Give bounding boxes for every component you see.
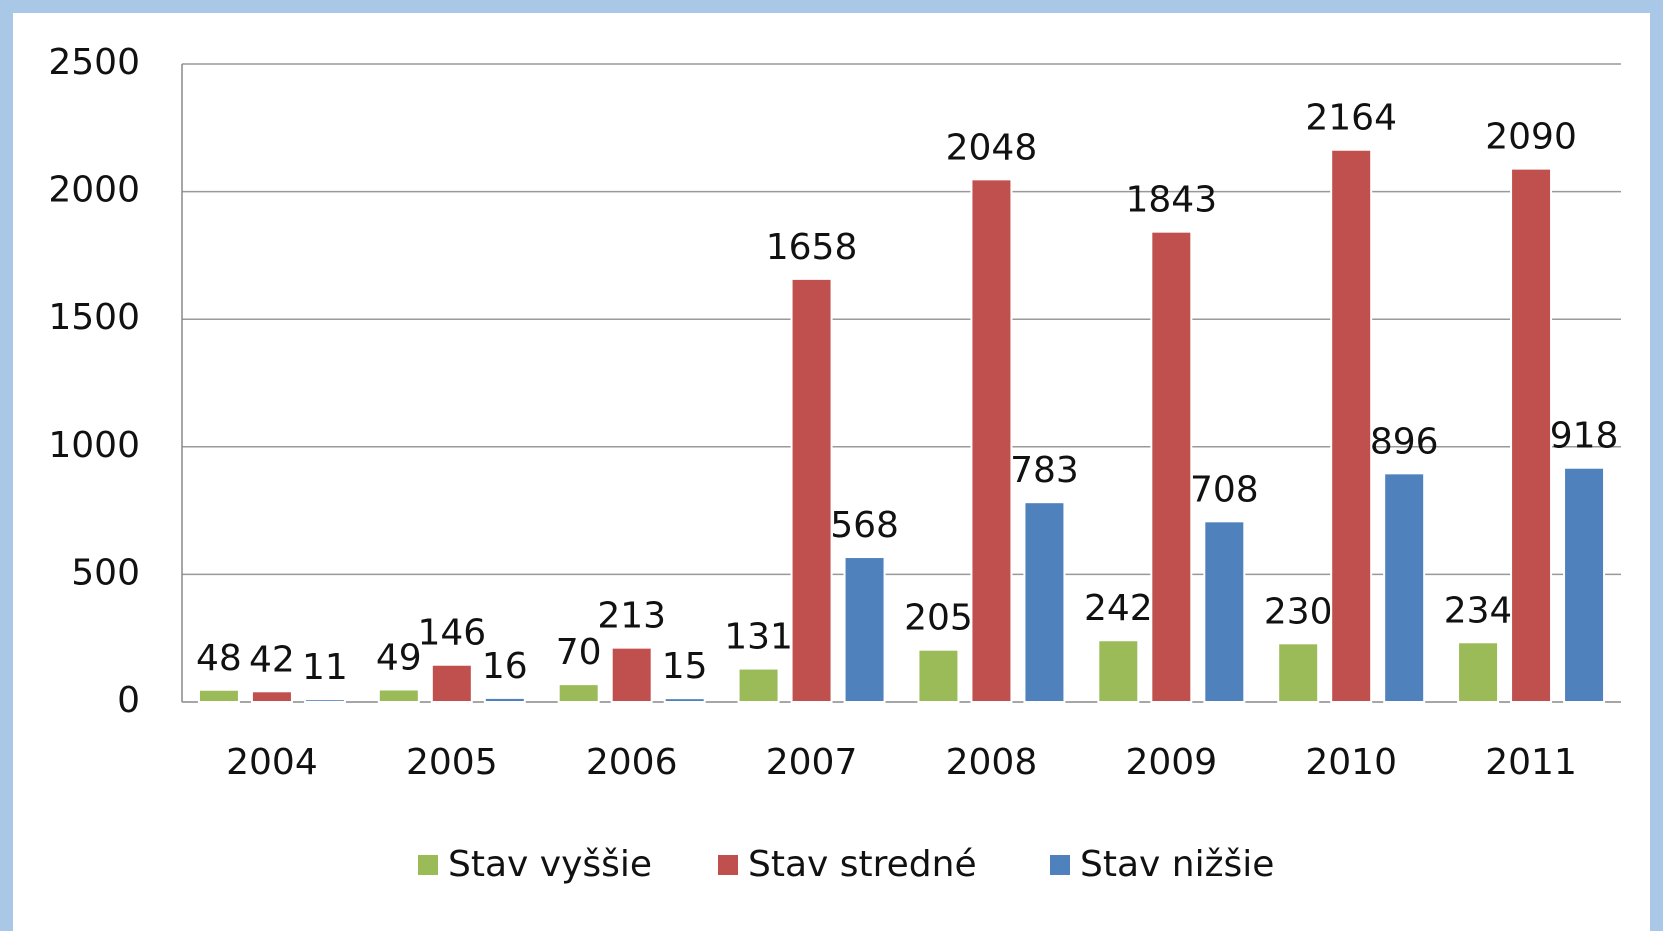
bar <box>1097 639 1140 703</box>
legend-label: Stav nižšie <box>1080 844 1274 885</box>
bar <box>1457 641 1500 704</box>
bar <box>250 690 293 704</box>
x-tick-label: 2006 <box>586 742 678 783</box>
bar <box>970 178 1013 703</box>
data-label: 242 <box>1084 588 1153 629</box>
x-tick-label: 2007 <box>766 742 858 783</box>
bar <box>663 697 706 703</box>
y-tick-label: 0 <box>117 680 140 721</box>
data-label: 48 <box>196 638 242 679</box>
x-tick-label: 2010 <box>1305 742 1397 783</box>
bar <box>483 696 526 704</box>
bar <box>430 663 473 703</box>
data-label: 783 <box>1010 450 1079 491</box>
bar <box>917 648 960 704</box>
data-label: 42 <box>249 639 295 680</box>
y-tick-label: 1000 <box>48 425 140 466</box>
data-label: 230 <box>1264 591 1333 632</box>
data-label: 568 <box>830 505 899 546</box>
data-label: 234 <box>1444 590 1513 631</box>
bar <box>737 667 780 703</box>
data-label: 918 <box>1550 416 1619 457</box>
data-label: 16 <box>482 646 528 687</box>
data-label: 131 <box>724 617 793 658</box>
bar <box>1330 148 1373 703</box>
legend-swatch <box>418 855 438 875</box>
bar <box>1023 501 1066 703</box>
bar <box>303 698 346 704</box>
bar <box>197 688 240 704</box>
data-label: 70 <box>556 632 602 673</box>
x-tick-label: 2005 <box>406 742 498 783</box>
legend-swatch <box>1050 855 1070 875</box>
x-tick-label: 2009 <box>1126 742 1218 783</box>
x-tick-label: 2004 <box>226 742 318 783</box>
bar <box>377 688 420 703</box>
data-label: 11 <box>302 647 348 688</box>
bar <box>1510 167 1553 703</box>
bar <box>557 683 600 703</box>
bar <box>1563 466 1606 704</box>
data-label: 205 <box>904 598 973 639</box>
data-label: 2090 <box>1485 117 1577 158</box>
x-tick-label: 2011 <box>1485 742 1577 783</box>
bar <box>610 646 653 703</box>
data-label: 146 <box>417 613 486 654</box>
data-label: 49 <box>376 637 422 678</box>
y-tick-label: 500 <box>71 552 140 593</box>
data-label: 15 <box>662 646 708 687</box>
bar <box>1203 520 1246 704</box>
legend-label: Stav stredné <box>748 844 977 885</box>
bar <box>1383 472 1426 703</box>
y-tick-label: 2500 <box>48 42 140 83</box>
data-label: 2048 <box>946 127 1038 168</box>
data-label: 213 <box>597 596 666 637</box>
bar <box>790 277 833 703</box>
y-tick-label: 2000 <box>48 170 140 211</box>
data-label: 1843 <box>1126 180 1218 221</box>
legend-swatch <box>718 855 738 875</box>
data-label: 896 <box>1370 421 1439 462</box>
data-label: 1658 <box>766 227 858 268</box>
x-tick-label: 2008 <box>946 742 1038 783</box>
y-tick-label: 1500 <box>48 297 140 338</box>
bar <box>1150 230 1193 703</box>
bar <box>843 556 886 703</box>
bar <box>1277 642 1320 704</box>
data-label: 708 <box>1190 469 1259 510</box>
data-label: 2164 <box>1305 98 1397 139</box>
legend-label: Stav vyššie <box>448 844 652 885</box>
